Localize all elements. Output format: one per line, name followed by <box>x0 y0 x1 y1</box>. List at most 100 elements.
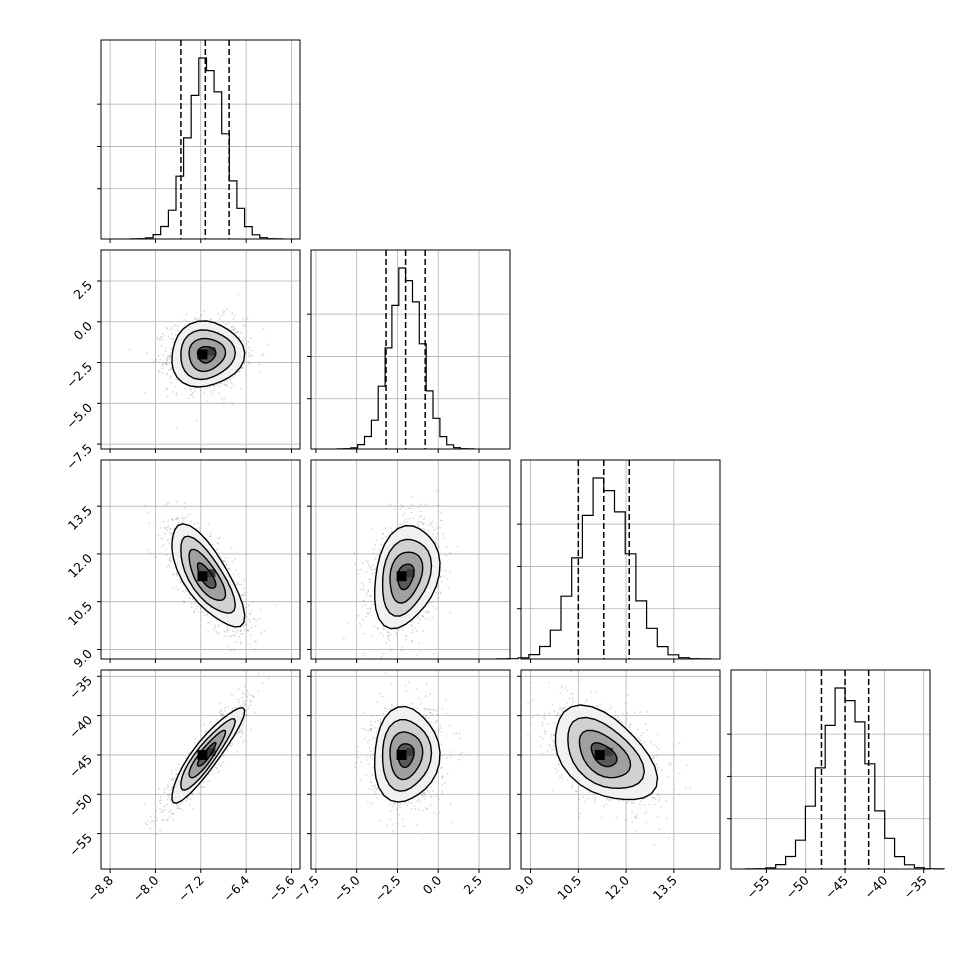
sample-point <box>164 350 167 352</box>
sample-point <box>370 595 373 597</box>
sample-point <box>417 506 419 509</box>
sample-point <box>249 348 252 351</box>
sample-point <box>223 401 225 404</box>
sample-point <box>241 696 244 699</box>
sample-point <box>416 617 419 620</box>
sample-point <box>234 327 237 330</box>
sample-point <box>371 568 373 571</box>
sample-point <box>394 508 396 510</box>
sample-point <box>158 787 160 790</box>
panel-frame <box>100 459 301 660</box>
sample-point <box>160 336 163 338</box>
sample-point <box>405 635 408 637</box>
sample-point <box>367 561 369 563</box>
sample-point <box>157 355 160 357</box>
scatter-panel-0-3 <box>97 669 301 873</box>
sample-point <box>405 518 408 521</box>
sample-point <box>242 325 245 328</box>
sample-point <box>243 628 246 631</box>
sample-point <box>172 519 175 522</box>
density-peak <box>207 347 216 356</box>
sample-point <box>258 370 261 373</box>
sample-point <box>401 645 404 648</box>
sample-point <box>238 371 240 373</box>
contour-line <box>171 320 246 388</box>
sample-point <box>423 518 425 521</box>
sample-point <box>172 573 174 576</box>
sample-point <box>170 348 173 350</box>
sample-point <box>438 546 441 548</box>
sample-point <box>235 569 237 571</box>
sample-point <box>157 338 159 341</box>
sample-point <box>371 528 373 531</box>
sample-point <box>148 522 151 524</box>
sample-point <box>156 336 159 338</box>
sample-point <box>261 354 263 356</box>
sample-point <box>165 388 168 391</box>
sample-point <box>432 533 435 536</box>
sample-point <box>419 649 422 652</box>
sample-point <box>219 382 222 385</box>
sample-point <box>255 619 258 622</box>
sample-point <box>167 786 170 788</box>
contour-line <box>196 562 217 589</box>
sample-point <box>242 594 245 597</box>
sample-point <box>258 363 261 366</box>
sample-point <box>431 520 434 523</box>
sample-point <box>169 527 172 530</box>
sample-point <box>162 354 165 357</box>
sample-point <box>431 605 434 607</box>
contours <box>171 320 246 388</box>
sample-point <box>211 769 214 772</box>
sample-point <box>225 564 228 566</box>
sample-point <box>162 332 164 335</box>
sample-point <box>155 833 158 836</box>
sample-point <box>361 605 364 608</box>
sample-point <box>411 625 414 627</box>
sample-point <box>226 385 229 388</box>
sample-point <box>245 715 248 718</box>
sample-point <box>412 629 414 631</box>
sample-point <box>147 819 149 822</box>
sample-point <box>226 380 229 382</box>
sample-point <box>433 529 436 531</box>
sample-point <box>181 809 184 812</box>
sample-point <box>185 590 188 592</box>
sample-point <box>445 554 448 557</box>
sample-point <box>241 594 243 597</box>
sample-point <box>363 632 365 635</box>
sample-point <box>170 772 173 775</box>
sample-point <box>166 784 169 786</box>
sample-point <box>365 594 368 597</box>
sample-point <box>431 616 434 619</box>
sample-point <box>253 648 256 651</box>
sample-point <box>249 621 251 624</box>
sample-point <box>440 511 443 514</box>
sample-point <box>238 635 241 638</box>
sample-point <box>388 631 391 634</box>
sample-point <box>166 529 169 532</box>
sample-point <box>435 542 437 544</box>
sample-point <box>222 761 225 763</box>
sample-point <box>212 629 215 631</box>
sample-point <box>206 614 208 617</box>
sample-point <box>403 523 406 526</box>
sample-point <box>210 392 213 395</box>
sample-point <box>161 367 163 370</box>
sample-point <box>226 626 229 628</box>
sample-point <box>183 507 186 509</box>
sample-point <box>220 382 223 385</box>
sample-point <box>177 330 180 332</box>
sample-point <box>377 554 380 557</box>
sample-point <box>439 519 442 522</box>
sample-point <box>219 702 222 705</box>
sample-point <box>387 635 390 637</box>
sample-point <box>427 611 430 614</box>
sample-point <box>384 527 387 529</box>
sample-point <box>247 355 250 358</box>
sample-point <box>168 816 171 819</box>
sample-point <box>216 771 219 774</box>
sample-point <box>405 520 408 523</box>
sample-point <box>190 606 193 608</box>
sample-point <box>211 543 214 546</box>
